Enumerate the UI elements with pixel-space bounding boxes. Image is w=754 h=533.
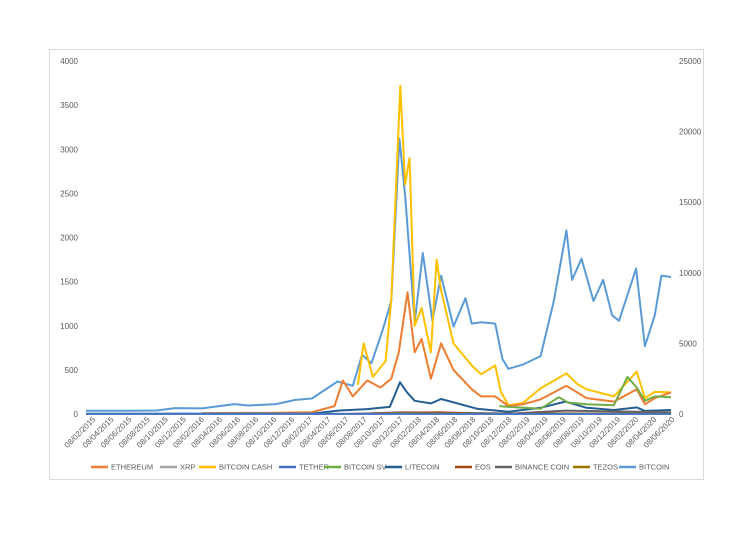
series-line-ethereum: [202, 291, 672, 415]
series-line-bitcoin-cash: [356, 84, 672, 407]
left-y-tick-label: 3000: [60, 145, 78, 154]
series-line-bitcoin-sv: [499, 375, 672, 410]
legend-label-xrp: XRP: [180, 463, 195, 472]
left-y-tick-label: 0: [74, 410, 79, 419]
right-y-tick-label: 20000: [679, 128, 702, 137]
legend-label-bitcoin-sv: BITCOIN SV: [344, 463, 387, 472]
legend-label-tether: TETHER: [299, 463, 330, 472]
legend-label-ethereum: ETHEREUM: [111, 463, 153, 472]
left-y-tick-label: 2500: [60, 189, 78, 198]
axes: 0 500 1000 1500 2000 2500 3000 3500 4000 0 5000 100…: [60, 57, 702, 450]
left-y-tick-label: 500: [65, 366, 79, 375]
legend-label-bitcoin-cash: BITCOIN CASH: [219, 463, 272, 472]
left-y-tick-label: 2000: [60, 234, 78, 243]
legend-label-binance-coin: BINANCE COIN: [515, 463, 569, 472]
left-y-tick-label: 3500: [60, 101, 78, 110]
left-y-tick-label: 4000: [60, 57, 78, 66]
series-layer: [85, 84, 672, 415]
left-y-tick-label: 1000: [60, 322, 78, 331]
legend-label-tezos: TEZOS: [593, 463, 618, 472]
legend-label-bitcoin: BITCOIN: [639, 463, 669, 472]
right-y-tick-label: 0: [679, 410, 684, 419]
series-line-litecoin: [85, 381, 672, 415]
legend-label-eos: EOS: [475, 463, 491, 472]
right-y-tick-label: 15000: [679, 198, 702, 207]
legend: ETHEREUM XRP BITCOIN CASH TETHER BITCOIN SV L…: [91, 463, 669, 472]
right-y-tick-label: 25000: [679, 57, 702, 66]
left-y-tick-label: 1500: [60, 278, 78, 287]
series-line-bitcoin: [86, 137, 672, 412]
legend-label-litecoin: LITECOIN: [405, 463, 440, 472]
right-y-tick-label: 5000: [679, 339, 697, 348]
right-y-tick-label: 10000: [679, 269, 702, 278]
